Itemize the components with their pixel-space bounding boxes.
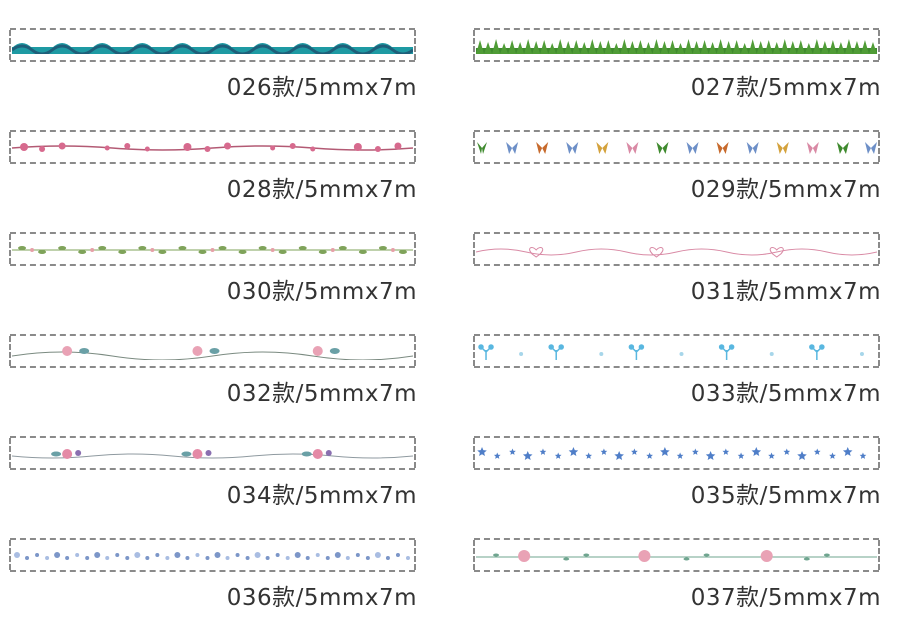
tape-pattern-pink-rose-vine: [476, 548, 877, 564]
tape-pattern-butterflies: [476, 140, 877, 156]
tape-sample-frame: [473, 538, 880, 572]
tape-sample-frame: [9, 538, 416, 572]
tape-pattern-rose-vine: [12, 344, 413, 360]
tape-item-label: 029款/5mmx7m: [690, 177, 881, 203]
tape-sample-frame: [473, 436, 880, 470]
tape-sample-frame: [9, 436, 416, 470]
tape-sample-frame: [473, 130, 880, 164]
tape-item-label: 030款/5mmx7m: [226, 279, 417, 305]
tape-item-029: 029款/5mmx7m: [473, 130, 881, 203]
tape-item-label: 031款/5mmx7m: [690, 279, 881, 305]
tape-sample-frame: [473, 28, 880, 62]
tape-item-label: 036款/5mmx7m: [226, 585, 417, 611]
tape-sample-frame: [473, 232, 880, 266]
tape-item-label: 028款/5mmx7m: [226, 177, 417, 203]
tape-item-036: 036款/5mmx7m: [9, 538, 417, 611]
tape-item-label: 034款/5mmx7m: [226, 483, 417, 509]
tape-item-label: 026款/5mmx7m: [226, 75, 417, 101]
tape-sample-frame: [473, 334, 880, 368]
tape-item-label: 027款/5mmx7m: [690, 75, 881, 101]
tape-item-label: 032款/5mmx7m: [226, 381, 417, 407]
tape-pattern-leaf-garland: [12, 242, 413, 258]
tape-pattern-blue-stars: [476, 446, 877, 462]
tape-item-label: 037款/5mmx7m: [690, 585, 881, 611]
tape-item-032: 032款/5mmx7m: [9, 334, 417, 407]
tape-item-label: 035款/5mmx7m: [690, 483, 881, 509]
tape-pattern-heart-swirls: [476, 242, 877, 258]
tape-sample-frame: [9, 130, 416, 164]
tape-pattern-rose-bouquet-vine: [12, 446, 413, 462]
tape-item-027: 027款/5mmx7m: [473, 28, 881, 101]
tape-pattern-grass: [476, 38, 877, 54]
tape-sample-frame: [9, 232, 416, 266]
tape-sample-frame: [9, 334, 416, 368]
tape-item-026: 026款/5mmx7m: [9, 28, 417, 101]
tape-sample-frame: [9, 28, 416, 62]
tape-pattern-waves: [12, 38, 413, 54]
tape-item-031: 031款/5mmx7m: [473, 232, 881, 305]
tape-item-028: 028款/5mmx7m: [9, 130, 417, 203]
tape-item-034: 034款/5mmx7m: [9, 436, 417, 509]
tape-pattern-blossom-branch: [12, 140, 413, 156]
tape-item-label: 033款/5mmx7m: [690, 381, 881, 407]
tape-item-030: 030款/5mmx7m: [9, 232, 417, 305]
tape-item-037: 037款/5mmx7m: [473, 538, 881, 611]
tape-pattern-blue-floral-border: [12, 548, 413, 564]
tape-item-033: 033款/5mmx7m: [473, 334, 881, 407]
tape-pattern-blue-sprigs: [476, 344, 877, 360]
tape-item-035: 035款/5mmx7m: [473, 436, 881, 509]
